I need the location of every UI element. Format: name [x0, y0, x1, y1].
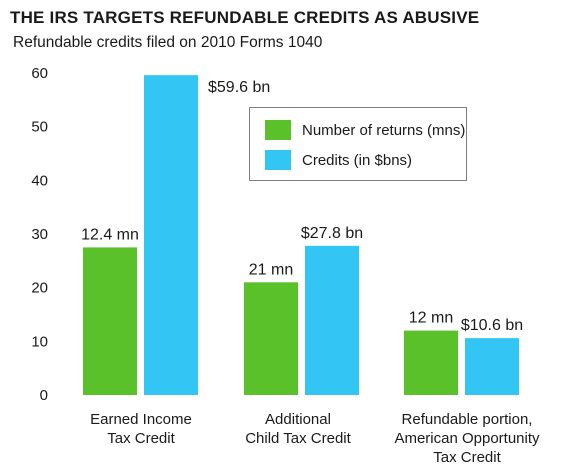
y-tick-label: 20 — [31, 280, 48, 297]
chart-title: THE IRS TARGETS REFUNDABLE CREDITS AS AB… — [10, 8, 480, 27]
category-label: Child Tax Credit — [245, 430, 351, 447]
data-label: $10.6 bn — [461, 317, 523, 334]
y-tick-label: 10 — [31, 333, 48, 350]
category-label: Tax Credit — [433, 449, 501, 466]
bar-credits — [465, 338, 519, 395]
bar-returns — [404, 330, 458, 395]
bar-credits — [305, 245, 359, 395]
y-tick-label: 50 — [31, 119, 48, 136]
category-label: Earned Income — [90, 411, 192, 428]
legend: Number of returns (mns) Credits (in $bns… — [249, 107, 467, 181]
category-label: Tax Credit — [107, 430, 175, 447]
data-label: 12.4 mn — [81, 226, 139, 243]
category-label: Refundable portion, — [402, 411, 533, 428]
legend-swatch-credits — [265, 150, 291, 170]
data-label: $27.8 bn — [301, 225, 363, 242]
legend-item-returns: Number of returns (mns) — [265, 119, 465, 141]
category-label: Additional — [265, 411, 331, 428]
legend-item-credits: Credits (in $bns) — [265, 149, 412, 171]
y-tick-label: 60 — [31, 65, 48, 82]
data-label: $59.6 bn — [208, 79, 270, 96]
data-label: 21 mn — [249, 261, 293, 278]
y-tick-label: 40 — [31, 172, 48, 189]
legend-swatch-returns — [265, 120, 291, 140]
legend-label-credits: Credits (in $bns) — [302, 151, 413, 169]
bar-credits — [144, 75, 198, 395]
legend-label-returns: Number of returns (mns) — [302, 121, 466, 139]
data-label: 12 mn — [409, 310, 453, 327]
bar-returns — [83, 247, 137, 395]
bar-returns — [244, 282, 298, 395]
chart-subtitle: Refundable credits filed on 2010 Forms 1… — [13, 34, 323, 51]
y-tick-label: 0 — [40, 387, 48, 404]
y-tick-label: 30 — [31, 226, 48, 243]
category-label: American Opportunity — [394, 430, 540, 447]
